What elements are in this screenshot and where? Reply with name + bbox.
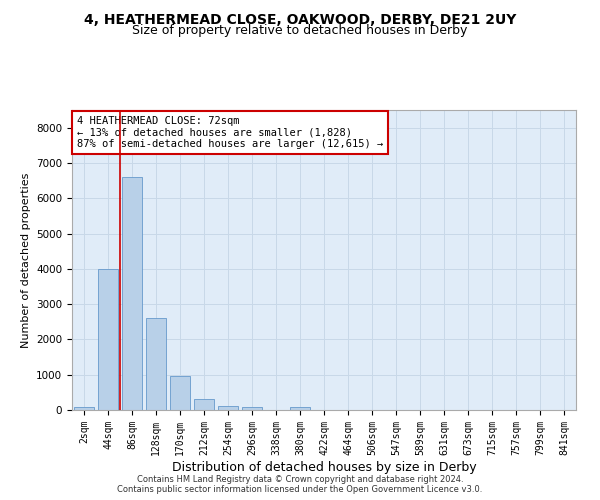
Text: 4 HEATHERMEAD CLOSE: 72sqm
← 13% of detached houses are smaller (1,828)
87% of s: 4 HEATHERMEAD CLOSE: 72sqm ← 13% of deta… <box>77 116 383 149</box>
Bar <box>98 269 118 410</box>
Bar <box>74 407 94 410</box>
Bar <box>290 407 310 410</box>
Text: Contains HM Land Registry data © Crown copyright and database right 2024.: Contains HM Land Registry data © Crown c… <box>137 475 463 484</box>
Text: Contains public sector information licensed under the Open Government Licence v3: Contains public sector information licen… <box>118 485 482 494</box>
Text: Size of property relative to detached houses in Derby: Size of property relative to detached ho… <box>133 24 467 37</box>
Text: 4, HEATHERMEAD CLOSE, OAKWOOD, DERBY, DE21 2UY: 4, HEATHERMEAD CLOSE, OAKWOOD, DERBY, DE… <box>84 12 516 26</box>
Bar <box>242 407 262 410</box>
Y-axis label: Number of detached properties: Number of detached properties <box>20 172 31 348</box>
Bar <box>146 318 166 410</box>
Bar <box>170 376 190 410</box>
X-axis label: Distribution of detached houses by size in Derby: Distribution of detached houses by size … <box>172 460 476 473</box>
Bar <box>122 177 142 410</box>
Bar <box>194 400 214 410</box>
Bar <box>218 406 238 410</box>
